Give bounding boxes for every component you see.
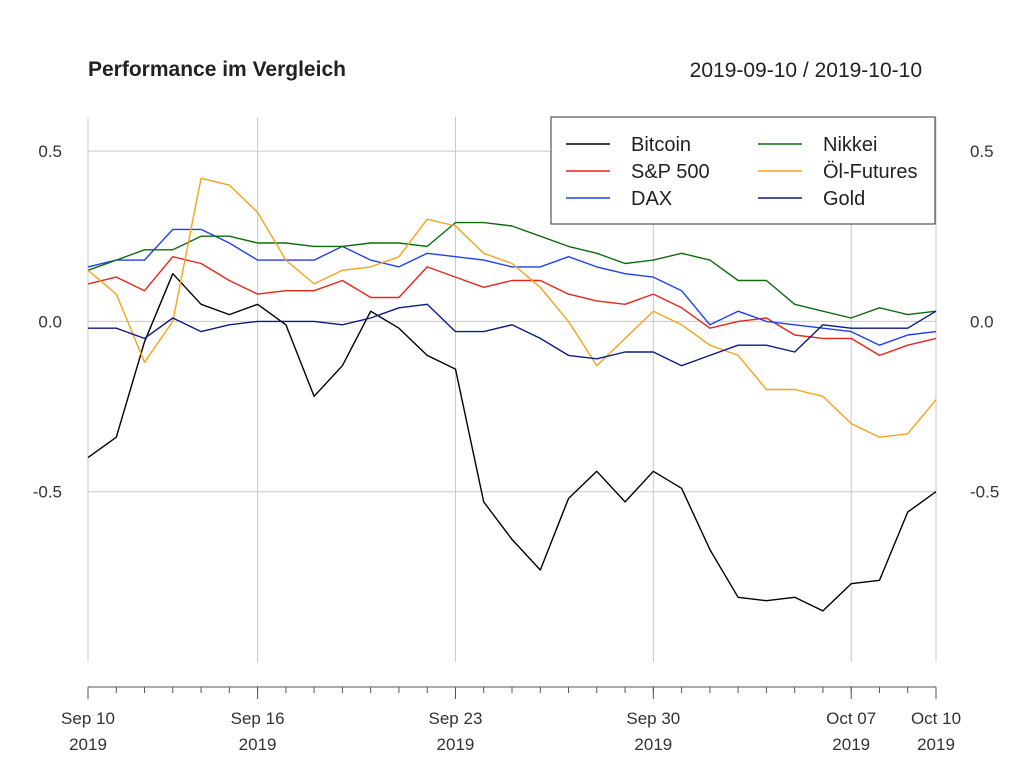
x-tick-year-label: 2019 <box>832 735 870 754</box>
legend-label-bitcoin: Bitcoin <box>631 134 691 156</box>
legend-label-l-futures: Öl-Futures <box>823 161 917 183</box>
x-tick-year-label: 2019 <box>69 735 107 754</box>
y-axis-left: 0.5 0.0 -0.5 <box>33 142 62 502</box>
x-tick-year-label: 2019 <box>239 735 277 754</box>
x-tick-year-label: 2019 <box>437 735 475 754</box>
x-tick-label: Oct 10 <box>911 709 961 728</box>
x-tick-year-label: 2019 <box>917 735 955 754</box>
series-line-gold <box>88 303 937 367</box>
legend-label-nikkei: Nikkei <box>823 134 877 156</box>
series-line-nikkei <box>87 221 937 319</box>
y-tick-label-left: 0.5 <box>38 142 62 161</box>
legend-label-dax: DAX <box>631 188 672 210</box>
x-tick-label: Sep 10 <box>61 709 115 728</box>
legend: Bitcoin S&P 500 DAX Nikkei Öl-Futures Gold <box>550 116 936 225</box>
chart-title: Performance im Vergleich <box>88 58 346 81</box>
y-tick-label-right: -0.5 <box>970 483 999 502</box>
series-lines <box>87 177 937 612</box>
y-axis-right: 0.5 0.0 -0.5 <box>970 142 999 502</box>
series-line-dax <box>87 228 937 346</box>
legend-label-gold: Gold <box>823 188 865 210</box>
legend-box <box>550 116 936 225</box>
x-tick-year-label: 2019 <box>634 735 672 754</box>
series-line-l-futures <box>87 177 937 438</box>
x-tick-label: Sep 30 <box>626 709 680 728</box>
y-tick-label-right: 0.0 <box>970 312 994 331</box>
y-tick-label-left: 0.0 <box>38 312 62 331</box>
x-tick-label: Oct 07 <box>826 709 876 728</box>
x-axis: Sep 10 2019 Sep 16 2019 Sep 23 2019 Sep 30 2019… <box>61 686 961 754</box>
y-tick-label-left: -0.5 <box>33 483 62 502</box>
x-tick-label: Sep 23 <box>429 709 483 728</box>
series-line-s-p-500 <box>87 256 937 357</box>
date-range-label: 2019-09-10 / 2019-10-10 <box>690 59 922 82</box>
x-tick-label: Sep 16 <box>231 709 285 728</box>
y-tick-label-right: 0.5 <box>970 142 994 161</box>
series-line-bitcoin <box>87 273 937 612</box>
legend-label-s-p-500: S&P 500 <box>631 161 710 183</box>
